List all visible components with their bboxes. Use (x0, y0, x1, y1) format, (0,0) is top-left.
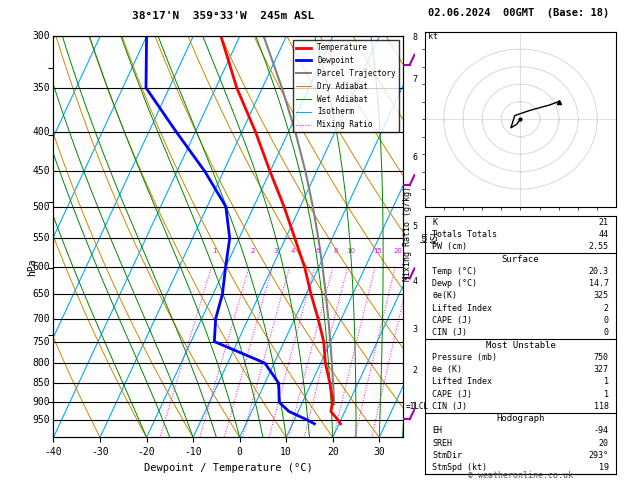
Text: 2.55: 2.55 (589, 243, 609, 251)
Text: kt: kt (428, 32, 438, 41)
Text: 118: 118 (594, 402, 609, 411)
Text: K: K (432, 218, 437, 227)
Text: 293°: 293° (589, 451, 609, 460)
Text: 950: 950 (32, 416, 50, 425)
Text: Temp (°C): Temp (°C) (432, 267, 477, 276)
Text: 750: 750 (32, 337, 50, 347)
Text: © weatheronline.co.uk: © weatheronline.co.uk (469, 471, 573, 480)
Text: StmDir: StmDir (432, 451, 462, 460)
Text: Most Unstable: Most Unstable (486, 341, 555, 349)
Text: 550: 550 (32, 233, 50, 243)
Text: StmSpd (kt): StmSpd (kt) (432, 463, 487, 472)
Text: 6: 6 (315, 248, 320, 254)
Text: 20.3: 20.3 (589, 267, 609, 276)
Text: EH: EH (432, 426, 442, 435)
Text: Surface: Surface (502, 255, 539, 264)
Text: 21: 21 (599, 218, 609, 227)
Text: 20: 20 (599, 439, 609, 448)
Text: Lifted Index: Lifted Index (432, 304, 493, 313)
Text: θe (K): θe (K) (432, 365, 462, 374)
Text: 350: 350 (32, 83, 50, 93)
Text: -94: -94 (594, 426, 609, 435)
Text: 850: 850 (32, 378, 50, 388)
Text: hPa: hPa (28, 259, 38, 276)
Text: 650: 650 (32, 289, 50, 299)
Text: 15: 15 (374, 248, 382, 254)
Text: Lifted Index: Lifted Index (432, 377, 493, 386)
Text: 19: 19 (599, 463, 609, 472)
Text: 1: 1 (604, 377, 609, 386)
Text: 1: 1 (213, 248, 217, 254)
Text: 325: 325 (594, 292, 609, 300)
Text: 327: 327 (594, 365, 609, 374)
Text: 20: 20 (394, 248, 403, 254)
Text: CIN (J): CIN (J) (432, 329, 467, 337)
Text: SREH: SREH (432, 439, 452, 448)
Text: 900: 900 (32, 398, 50, 407)
Text: 400: 400 (32, 127, 50, 137)
Text: CAPE (J): CAPE (J) (432, 316, 472, 325)
Text: Pressure (mb): Pressure (mb) (432, 353, 498, 362)
Text: 10: 10 (346, 248, 355, 254)
Text: 1: 1 (604, 390, 609, 399)
Y-axis label: km
ASL: km ASL (420, 229, 440, 244)
Text: 3: 3 (274, 248, 278, 254)
Text: 4: 4 (291, 248, 295, 254)
Text: 0: 0 (604, 329, 609, 337)
Text: Dewp (°C): Dewp (°C) (432, 279, 477, 288)
Text: 8: 8 (334, 248, 338, 254)
Text: 2: 2 (604, 304, 609, 313)
Text: 2: 2 (250, 248, 255, 254)
Text: 300: 300 (32, 32, 50, 41)
Text: θe(K): θe(K) (432, 292, 457, 300)
Text: 600: 600 (32, 262, 50, 272)
Text: Mixing Ratio (g/kg): Mixing Ratio (g/kg) (403, 186, 412, 281)
Text: 14.7: 14.7 (589, 279, 609, 288)
Text: =1LCL: =1LCL (406, 402, 429, 411)
Text: 450: 450 (32, 167, 50, 176)
Text: 800: 800 (32, 358, 50, 368)
Text: PW (cm): PW (cm) (432, 243, 467, 251)
Text: 38°17'N  359°33'W  245m ASL: 38°17'N 359°33'W 245m ASL (132, 11, 314, 21)
Text: 44: 44 (599, 230, 609, 239)
Text: 0: 0 (604, 316, 609, 325)
Text: CIN (J): CIN (J) (432, 402, 467, 411)
Text: 02.06.2024  00GMT  (Base: 18): 02.06.2024 00GMT (Base: 18) (428, 8, 610, 18)
Text: Hodograph: Hodograph (496, 414, 545, 423)
Legend: Temperature, Dewpoint, Parcel Trajectory, Dry Adiabat, Wet Adiabat, Isotherm, Mi: Temperature, Dewpoint, Parcel Trajectory… (292, 40, 399, 132)
Text: 750: 750 (594, 353, 609, 362)
X-axis label: Dewpoint / Temperature (°C): Dewpoint / Temperature (°C) (143, 463, 313, 473)
Text: 500: 500 (32, 202, 50, 211)
Text: Totals Totals: Totals Totals (432, 230, 498, 239)
Text: 700: 700 (32, 313, 50, 324)
Text: CAPE (J): CAPE (J) (432, 390, 472, 399)
